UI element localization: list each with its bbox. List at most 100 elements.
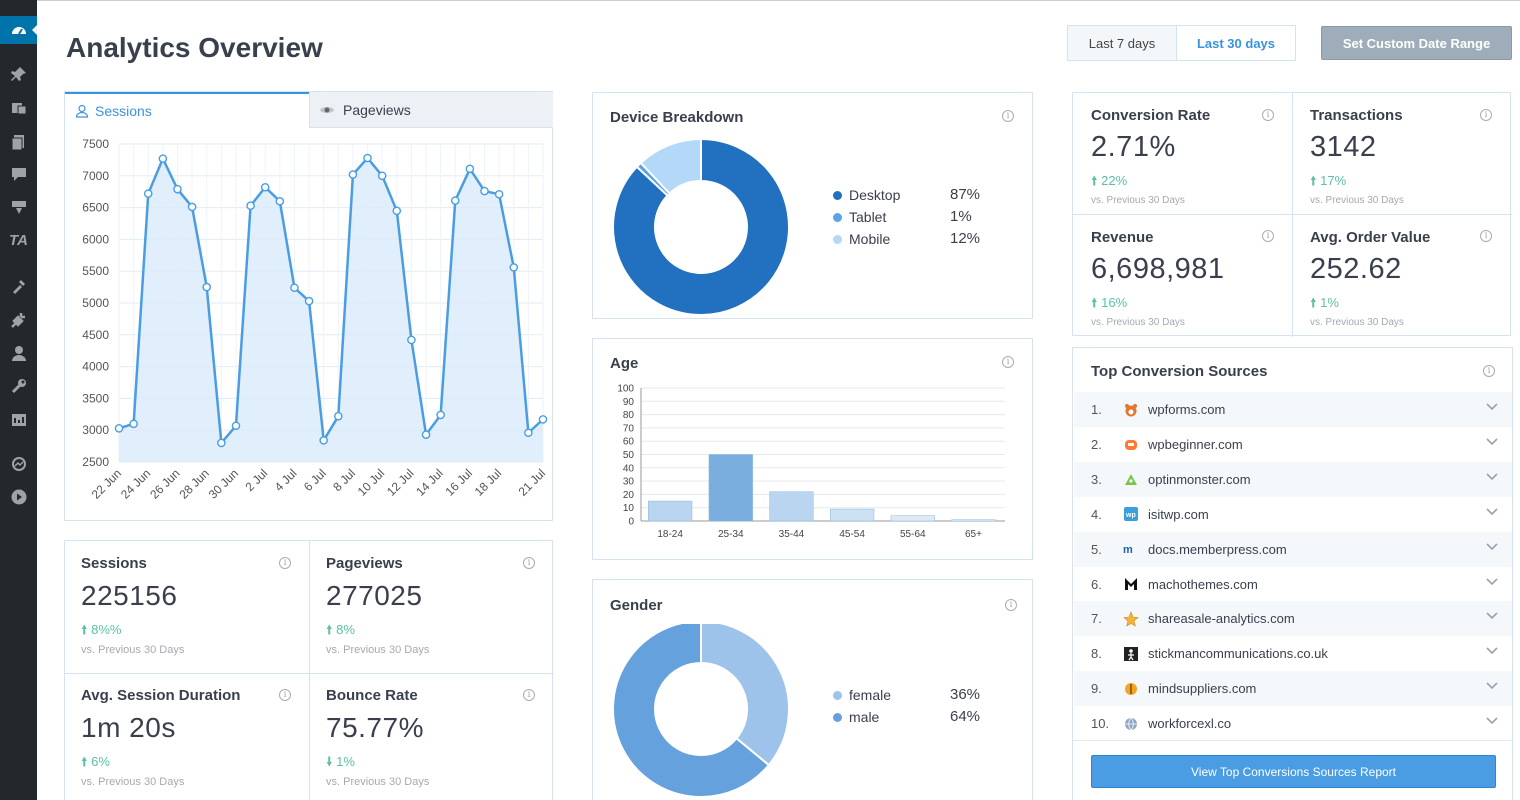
- chevron-down-icon[interactable]: [1486, 612, 1498, 620]
- tools-icon[interactable]: [0, 372, 37, 400]
- info-icon[interactable]: i: [523, 557, 535, 569]
- panel-title: Device Breakdown: [610, 109, 744, 126]
- kpi-change-value: 1%: [1320, 295, 1339, 310]
- kpi-change-value: 16%: [1101, 295, 1128, 310]
- mind-icon: [1118, 682, 1144, 696]
- stat-prev: vs. Previous 30 Days: [81, 776, 185, 788]
- ta-icon[interactable]: TA: [0, 226, 37, 254]
- x-tick-label: 26 Jun: [147, 466, 182, 501]
- source-row[interactable]: 4. wp isitwp.com: [1074, 497, 1512, 532]
- source-name: wpbeginner.com: [1148, 436, 1243, 452]
- download-icon[interactable]: [0, 194, 37, 222]
- chevron-down-icon[interactable]: [1486, 473, 1498, 481]
- data-point: [158, 154, 168, 163]
- plugins-icon[interactable]: [0, 306, 37, 334]
- legend-dot: [833, 212, 842, 222]
- info-icon[interactable]: i: [1262, 230, 1274, 242]
- y-tick-label: 5500: [82, 264, 109, 278]
- users-icon[interactable]: [0, 339, 37, 367]
- info-icon[interactable]: i: [1480, 230, 1492, 242]
- chevron-down-icon[interactable]: [1486, 577, 1498, 586]
- top-conversion-sources-panel: Top Conversion Sources i 1. wpforms.com 2.…: [1072, 347, 1513, 800]
- data-point: [465, 164, 475, 174]
- comments-icon[interactable]: [0, 160, 37, 188]
- pin-icon[interactable]: [0, 60, 37, 88]
- source-row[interactable]: 8. stickmancommunications.co.uk: [1074, 636, 1512, 671]
- appearance-icon[interactable]: [0, 272, 37, 300]
- chevron-down-icon[interactable]: [1486, 508, 1498, 516]
- kpi-change: 🠙 1%: [1310, 294, 1430, 316]
- arrow-up-icon: 🠙: [1310, 295, 1317, 310]
- kpi-revenue: Revenue 6,698,981 🠙 16% vs. Previous 30 …: [1091, 229, 1225, 328]
- divider: [1073, 740, 1512, 741]
- tab-pageviews[interactable]: Pageviews: [309, 92, 553, 128]
- kpi-label: Avg. Order Value: [1310, 229, 1431, 246]
- stat-change: 🠙 8%%: [81, 621, 184, 643]
- dashboard-icon[interactable]: [0, 16, 37, 44]
- source-name: shareasale-analytics.com: [1148, 611, 1295, 627]
- source-row[interactable]: 9. mindsuppliers.com: [1074, 671, 1512, 707]
- info-icon[interactable]: i: [1480, 109, 1492, 121]
- chevron-down-icon[interactable]: [1486, 543, 1498, 551]
- divider: [1292, 93, 1293, 337]
- data-point: [202, 282, 212, 292]
- kpi-avg-order-value: Avg. Order Value 252.62 🠙 1% vs. Previou…: [1310, 229, 1430, 328]
- info-icon[interactable]: i: [1005, 599, 1017, 611]
- info-icon[interactable]: i: [1002, 356, 1014, 368]
- stickman-icon: [1118, 646, 1144, 661]
- divider: [309, 541, 310, 800]
- y-tick-label: 80: [623, 410, 635, 421]
- user-icon: [75, 104, 89, 118]
- legend-mobile: Mobile: [833, 231, 890, 247]
- kpi-change: 🠙 17%: [1310, 172, 1404, 194]
- insights-icon[interactable]: [0, 450, 37, 478]
- chevron-down-icon[interactable]: [1486, 717, 1498, 725]
- custom-date-range-button[interactable]: Set Custom Date Range: [1321, 26, 1512, 60]
- chevron-down-icon[interactable]: [1486, 682, 1498, 690]
- y-tick-label: 0: [628, 517, 634, 528]
- chevron-down-icon[interactable]: [1486, 438, 1498, 446]
- info-icon[interactable]: i: [1262, 109, 1274, 121]
- source-row[interactable]: 3. optinmonster.com: [1074, 461, 1512, 497]
- arrow-up-icon: 🠙: [1091, 295, 1098, 310]
- source-name: isitwp.com: [1148, 506, 1209, 522]
- stat-value: 1m 20s: [81, 712, 176, 743]
- source-row[interactable]: 1. wpforms.com: [1074, 392, 1512, 427]
- source-row[interactable]: 6. machothemes.com: [1074, 567, 1512, 602]
- info-icon[interactable]: i: [1483, 365, 1495, 377]
- data-point: [143, 189, 153, 198]
- view-sources-report-button[interactable]: View Top Conversions Sources Report: [1091, 755, 1496, 788]
- source-row[interactable]: 10. workforcexl.co: [1074, 706, 1512, 741]
- chevron-down-icon[interactable]: [1486, 647, 1498, 655]
- kpi-label: Revenue: [1091, 229, 1154, 246]
- pages-icon[interactable]: [0, 128, 37, 156]
- data-point: [363, 153, 372, 163]
- data-point: [129, 419, 138, 429]
- data-point: [421, 430, 431, 439]
- y-tick-label: 30: [623, 477, 635, 488]
- range-last-7-days[interactable]: Last 7 days: [1067, 25, 1177, 61]
- svg-text:m: m: [1123, 544, 1133, 555]
- y-tick-label: 6000: [82, 232, 109, 246]
- chevron-down-icon[interactable]: [1486, 403, 1498, 411]
- kpi-conversion-rate: Conversion Rate 2.71% 🠙 22% vs. Previous…: [1091, 107, 1210, 206]
- y-tick-label: 20: [623, 490, 635, 501]
- info-icon[interactable]: i: [523, 689, 535, 701]
- device-slice-mobile: [639, 137, 702, 195]
- info-icon[interactable]: i: [279, 689, 291, 701]
- divider: [1073, 214, 1512, 215]
- source-row[interactable]: 5. m docs.memberpress.com: [1074, 531, 1512, 567]
- media-icon[interactable]: [0, 94, 37, 122]
- data-point: [450, 196, 460, 205]
- tab-sessions[interactable]: Sessions: [65, 92, 309, 128]
- settings-icon[interactable]: [0, 406, 37, 434]
- x-tick-label: 18 Jul: [472, 466, 505, 499]
- range-last-30-days[interactable]: Last 30 days: [1176, 25, 1296, 61]
- source-rank: 4.: [1091, 506, 1102, 522]
- info-icon[interactable]: i: [279, 557, 291, 569]
- info-icon[interactable]: i: [1002, 110, 1014, 122]
- source-row[interactable]: 2. wpbeginner.com: [1074, 427, 1512, 462]
- source-name: workforcexl.co: [1148, 716, 1232, 732]
- source-row[interactable]: 7. shareasale-analytics.com: [1074, 601, 1512, 637]
- play-icon[interactable]: [0, 483, 37, 511]
